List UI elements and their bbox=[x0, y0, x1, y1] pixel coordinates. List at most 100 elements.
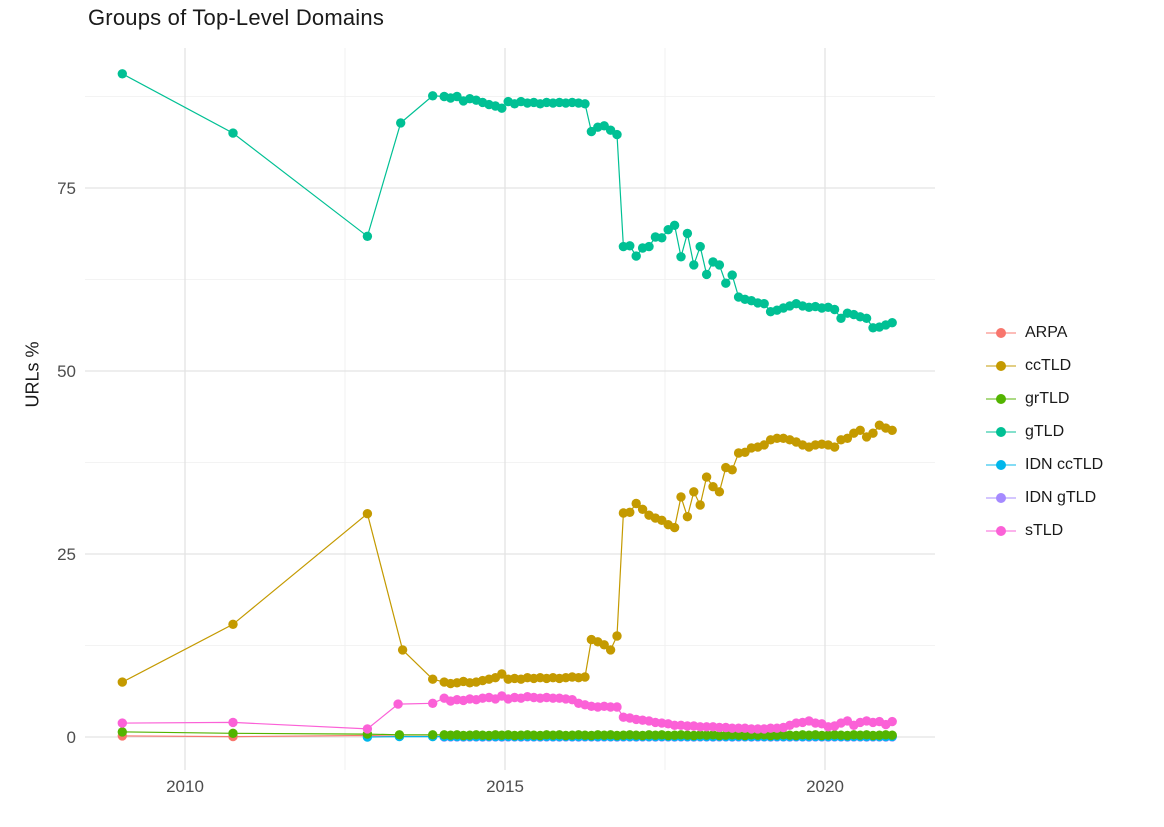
data-point bbox=[829, 442, 840, 452]
data-point bbox=[759, 299, 769, 309]
legend-item-label: ccTLD bbox=[1025, 356, 1072, 374]
data-point bbox=[428, 730, 438, 740]
data-point bbox=[228, 128, 238, 138]
data-point bbox=[708, 482, 718, 492]
data-point bbox=[117, 69, 128, 79]
data-point bbox=[887, 425, 897, 435]
chart-title: Groups of Top-Level Domains bbox=[88, 5, 385, 30]
data-point bbox=[580, 672, 590, 682]
data-point bbox=[228, 619, 238, 629]
data-point bbox=[669, 522, 680, 533]
legend-item-label: grTLD bbox=[1025, 389, 1070, 407]
legend-item-cctld: ccTLD bbox=[984, 349, 1103, 382]
data-point bbox=[689, 487, 699, 497]
data-point bbox=[631, 498, 641, 509]
legend-key-icon bbox=[986, 426, 1016, 437]
data-point bbox=[669, 220, 680, 230]
data-point bbox=[689, 260, 699, 270]
data-point bbox=[868, 428, 878, 438]
data-point bbox=[637, 504, 648, 514]
data-point bbox=[682, 512, 693, 522]
data-point bbox=[657, 233, 667, 243]
legend-item-idn-gtld: IDN gTLD bbox=[984, 481, 1103, 514]
data-point bbox=[428, 674, 438, 684]
data-point bbox=[676, 252, 686, 262]
data-point bbox=[727, 270, 737, 280]
data-point bbox=[428, 698, 438, 708]
data-point bbox=[497, 103, 507, 113]
data-point bbox=[727, 465, 737, 475]
data-point bbox=[228, 728, 238, 738]
data-point bbox=[394, 730, 405, 740]
data-point bbox=[612, 129, 622, 140]
y-axis-title: URLs % bbox=[22, 341, 43, 408]
legend-item-label: ARPA bbox=[1025, 323, 1068, 341]
series-grtld bbox=[117, 727, 897, 741]
x-tick-label: 2010 bbox=[166, 777, 204, 796]
data-point bbox=[701, 472, 712, 482]
data-point bbox=[117, 727, 128, 737]
legend-key-icon bbox=[986, 459, 1016, 470]
legend-item-arpa: ARPA bbox=[984, 316, 1103, 349]
data-point bbox=[612, 702, 622, 712]
data-point bbox=[117, 677, 128, 687]
data-point bbox=[759, 440, 769, 450]
legend-key-icon bbox=[986, 393, 1016, 404]
data-point bbox=[887, 730, 897, 740]
data-point bbox=[644, 241, 654, 252]
data-point bbox=[397, 645, 408, 655]
legend-item-gtld: gTLD bbox=[984, 415, 1103, 448]
legend-key-icon bbox=[986, 492, 1016, 503]
legend-item-stld: sTLD bbox=[984, 514, 1103, 547]
data-point bbox=[695, 241, 705, 252]
legend-item-idn-cctld: IDN ccTLD bbox=[984, 448, 1103, 481]
series-line bbox=[122, 73, 893, 329]
data-point bbox=[362, 509, 373, 519]
data-point bbox=[393, 699, 403, 709]
x-tick-label: 2015 bbox=[486, 777, 524, 796]
data-point bbox=[362, 724, 373, 734]
data-point bbox=[612, 631, 622, 641]
legend-key-icon bbox=[986, 360, 1016, 371]
x-tick-label: 2020 bbox=[806, 777, 844, 796]
data-point bbox=[228, 717, 238, 728]
data-point bbox=[887, 318, 897, 328]
legend-item-label: sTLD bbox=[1025, 521, 1064, 539]
legend: ARPA ccTLD grTLD gTLD IDN ccTLD IDN gTLD sTLD bbox=[984, 316, 1103, 547]
data-point bbox=[625, 241, 635, 251]
legend-item-label: IDN ccTLD bbox=[1025, 455, 1104, 473]
data-point bbox=[714, 260, 725, 270]
series-gtld bbox=[117, 69, 897, 333]
data-point bbox=[362, 231, 373, 241]
data-point bbox=[721, 278, 731, 288]
legend-item-label: gTLD bbox=[1025, 422, 1065, 440]
series-cctld bbox=[117, 420, 897, 689]
data-point bbox=[887, 716, 897, 727]
data-point bbox=[625, 507, 635, 517]
data-point bbox=[695, 500, 705, 510]
data-point bbox=[861, 313, 872, 323]
y-tick-label: 25 bbox=[57, 545, 76, 564]
data-point bbox=[682, 228, 693, 239]
data-point bbox=[631, 251, 641, 261]
legend-item-grtld: grTLD bbox=[984, 382, 1103, 415]
data-point bbox=[396, 118, 406, 128]
data-point bbox=[676, 492, 686, 502]
data-point bbox=[497, 669, 507, 679]
data-point bbox=[842, 433, 853, 443]
data-point bbox=[701, 269, 712, 280]
legend-key-icon bbox=[986, 525, 1016, 536]
data-point bbox=[836, 313, 846, 323]
data-point bbox=[829, 304, 840, 315]
data-point bbox=[428, 91, 438, 101]
y-tick-label: 75 bbox=[57, 179, 76, 198]
data-point bbox=[714, 487, 725, 497]
series-stld bbox=[117, 691, 897, 734]
legend-item-label: IDN gTLD bbox=[1025, 488, 1097, 506]
data-point bbox=[117, 718, 128, 728]
legend-key-icon bbox=[986, 327, 1016, 338]
data-point bbox=[580, 99, 590, 109]
data-point bbox=[855, 425, 865, 435]
